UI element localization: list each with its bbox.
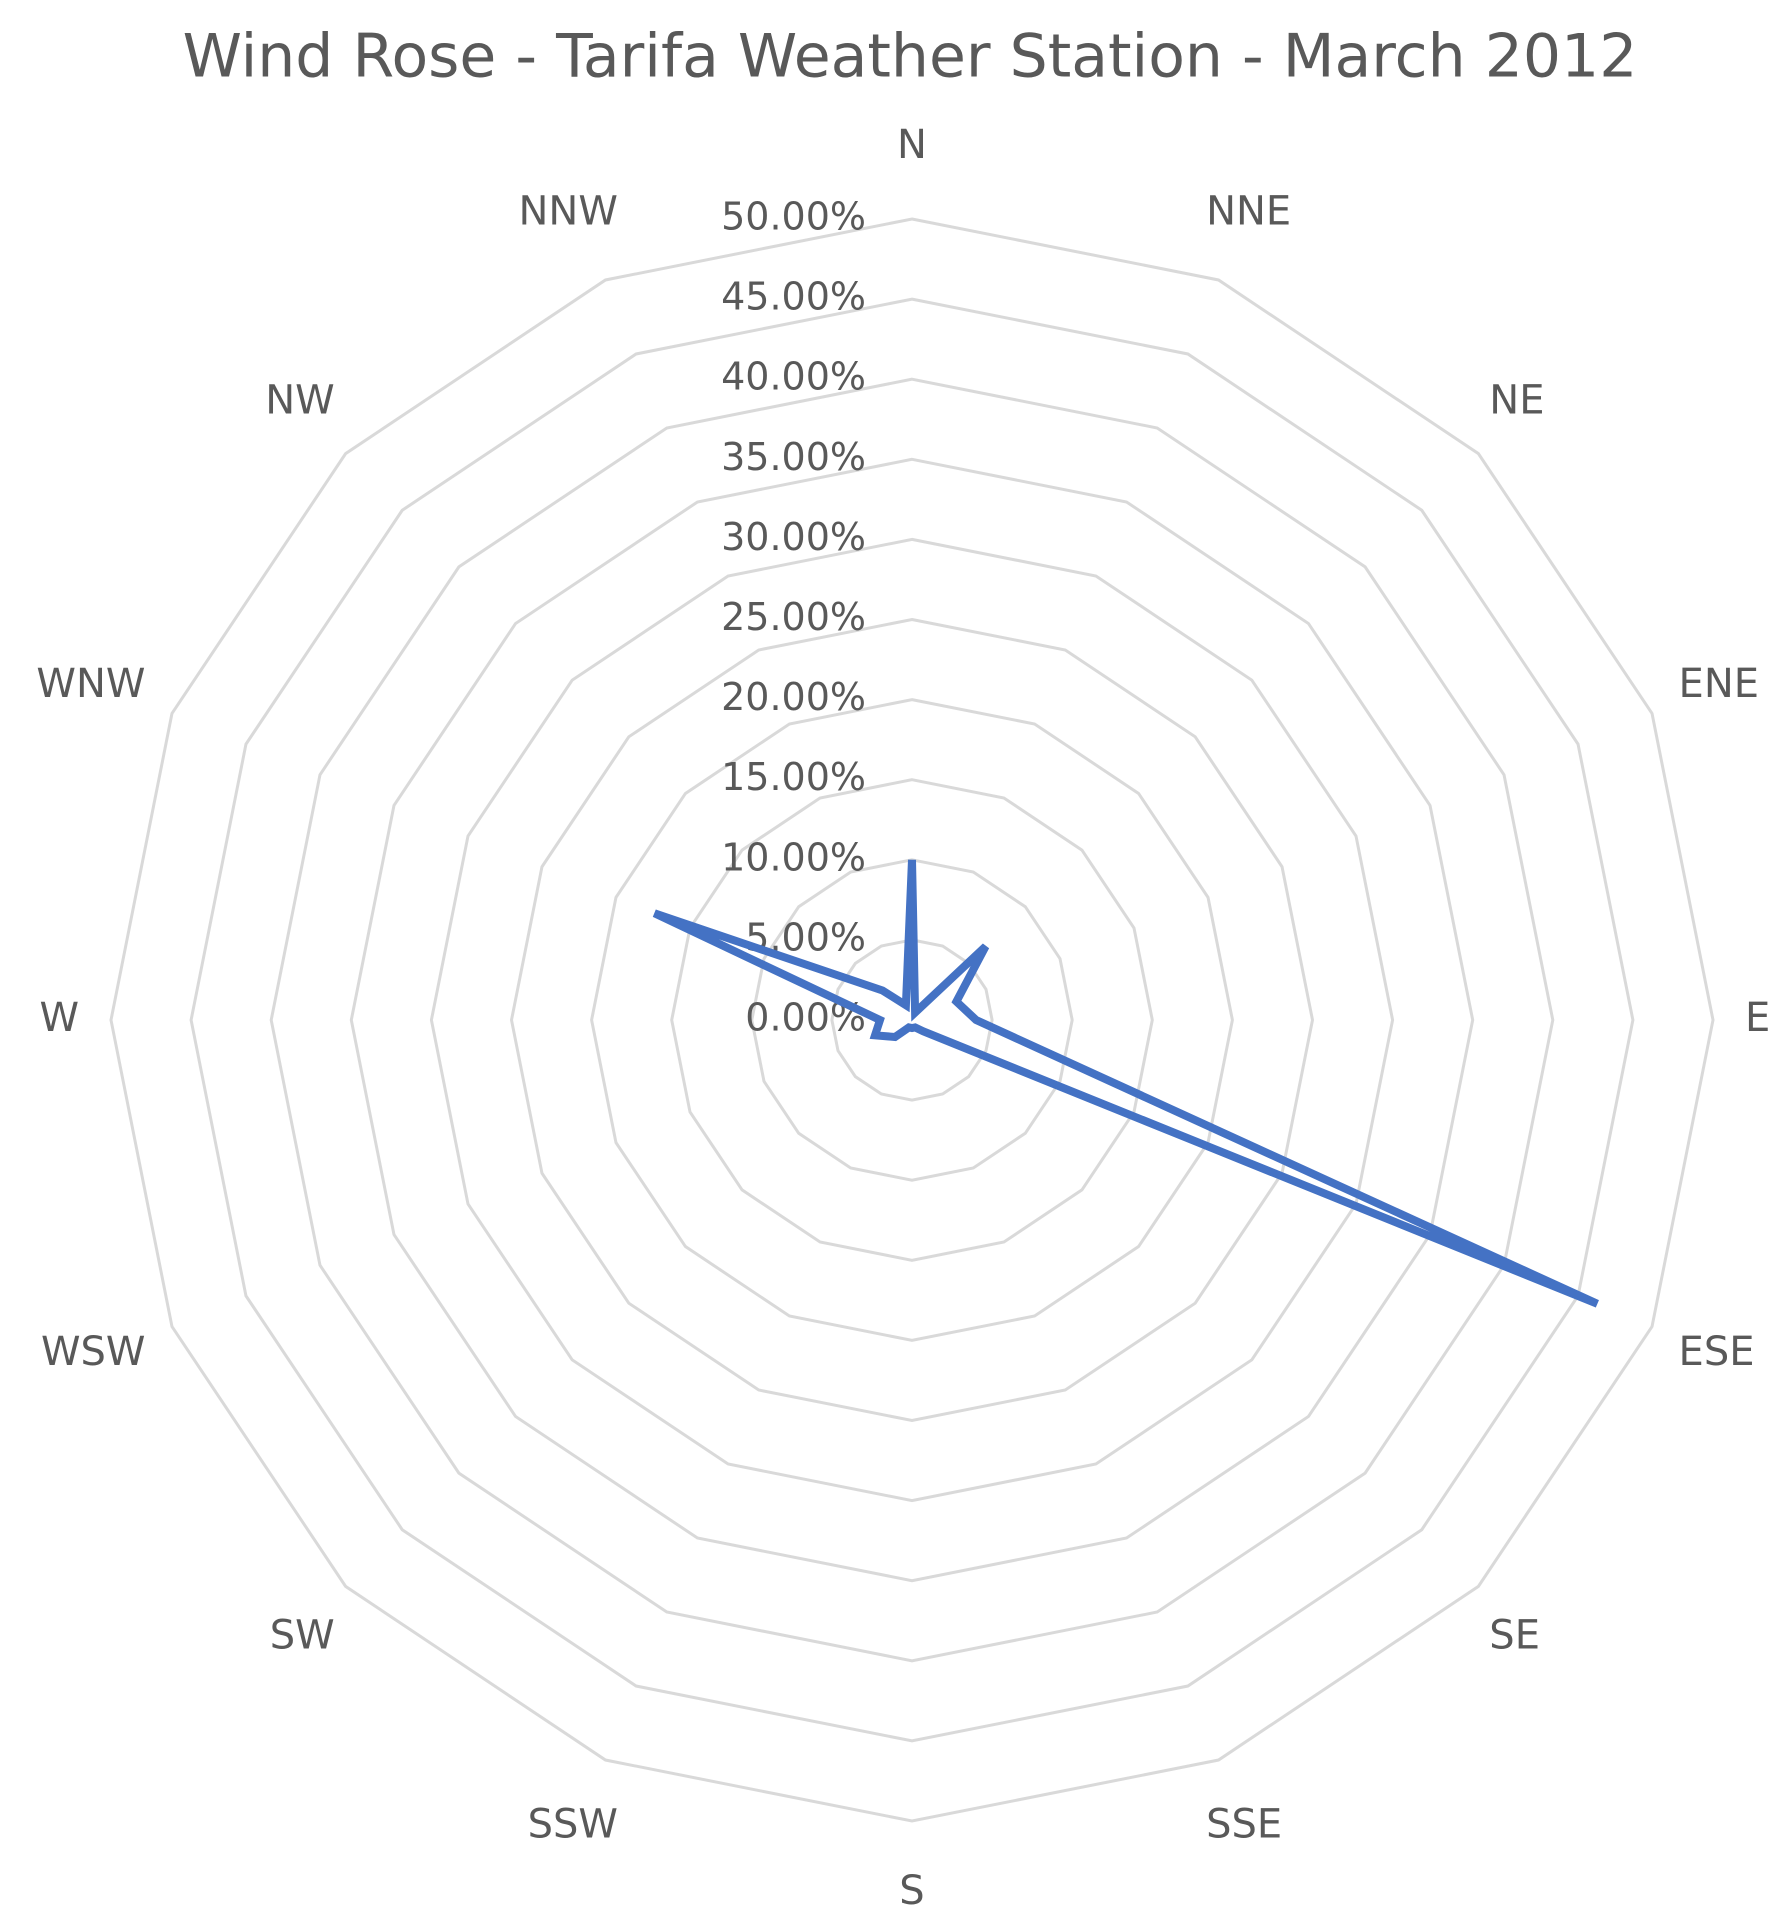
- y-tick-label: 30.00%: [721, 515, 866, 559]
- category-label: SSW: [528, 1802, 618, 1848]
- series: [652, 859, 1599, 1308]
- y-tick-label: 40.00%: [721, 355, 866, 399]
- y-tick-label: 35.00%: [721, 435, 866, 479]
- category-label: S: [899, 1868, 924, 1914]
- category-labels: N NNE NE ENE E ESE SE SSE S SSW SW WSW W WNW NW NNW: [36, 122, 1770, 1914]
- grid-ring: [349, 457, 1475, 1583]
- grid-ring: [590, 698, 1234, 1342]
- category-label: W: [39, 995, 79, 1041]
- grid-ring: [670, 778, 1154, 1262]
- grid-ring: [269, 377, 1555, 1663]
- series-line: [652, 859, 1599, 1308]
- grid: [109, 217, 1715, 1823]
- y-tick-label: 15.00%: [721, 755, 866, 799]
- chart-title: Wind Rose - Tarifa Weather Station - Mar…: [183, 22, 1638, 92]
- y-tick-label: 50.00%: [721, 195, 866, 239]
- category-label: ESE: [1679, 1329, 1755, 1375]
- category-label: NW: [265, 378, 334, 424]
- category-label: WNW: [36, 661, 145, 707]
- grid-ring: [189, 297, 1635, 1743]
- category-label: SW: [270, 1612, 335, 1658]
- category-label: SSE: [1206, 1802, 1282, 1848]
- grid-ring: [509, 617, 1315, 1423]
- y-tick-label: 45.00%: [721, 275, 866, 319]
- category-label: SE: [1489, 1612, 1540, 1658]
- y-tick-label: 10.00%: [721, 835, 866, 879]
- category-label: NE: [1489, 378, 1544, 424]
- category-label: WSW: [41, 1329, 146, 1375]
- y-tick-label: 20.00%: [721, 675, 866, 719]
- grid-ring: [750, 858, 1074, 1182]
- category-label: NNE: [1206, 188, 1291, 234]
- category-label: NNW: [519, 188, 618, 234]
- grid-ring: [109, 217, 1715, 1823]
- category-label: E: [1745, 995, 1770, 1041]
- category-label: ENE: [1679, 661, 1759, 707]
- y-tick-label: 25.00%: [721, 595, 866, 639]
- category-label: N: [897, 122, 927, 168]
- grid-ring: [429, 537, 1395, 1503]
